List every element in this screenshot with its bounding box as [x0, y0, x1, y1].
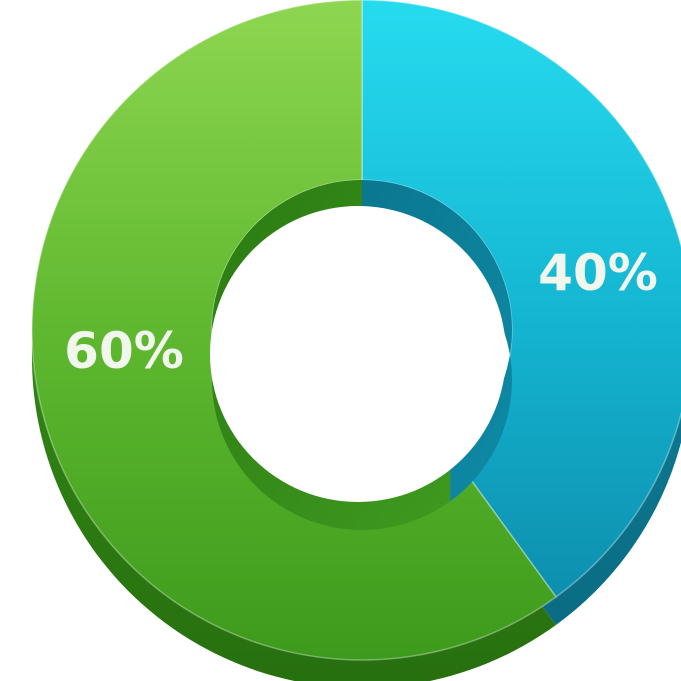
donut-inner-wall [210, 180, 512, 530]
donut-labels: 40% 60% [64, 244, 658, 380]
donut-hole [210, 206, 506, 502]
slice-inner-wall-60 [211, 180, 451, 530]
slice-inner-wall-40 [362, 180, 512, 502]
slice-label-40: 40% [538, 244, 658, 302]
slice-label-60: 60% [64, 322, 184, 380]
